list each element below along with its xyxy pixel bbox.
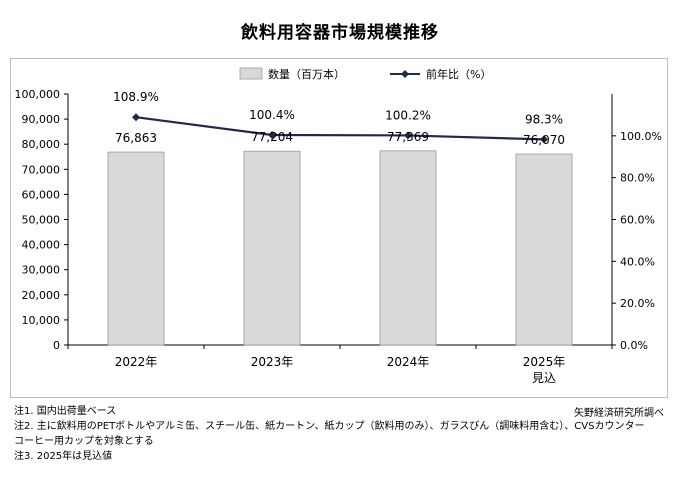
y-left-tick-label: 90,000: [22, 113, 61, 126]
chart-frame: [10, 58, 668, 398]
legend-bar-swatch: [239, 67, 263, 80]
y-left-tick-label: 10,000: [22, 314, 61, 327]
y-left-tick-label: 20,000: [22, 289, 61, 302]
y-right-tick-label: 40.0%: [620, 255, 655, 268]
legend-line-label: 前年比（%）: [426, 67, 491, 81]
y-right-tick-label: 80.0%: [620, 172, 655, 185]
y-left-tick-label: 60,000: [22, 188, 61, 201]
footnote-1: 注1. 国内出荷量ベース: [14, 406, 117, 417]
bar: [243, 150, 301, 346]
bar-value-label: 77,204: [251, 130, 293, 144]
growth-value-label: 100.2%: [385, 108, 431, 122]
y-right-tick-label: 20.0%: [620, 297, 655, 310]
bar-value-label: 76,863: [115, 131, 157, 145]
growth-marker: [404, 131, 412, 140]
bar-value-label: 77,369: [387, 130, 429, 144]
chart-title: 飲料用容器市場規模推移: [241, 23, 439, 43]
growth-value-label: 98.3%: [525, 112, 563, 126]
growth-marker: [540, 135, 548, 144]
bar: [107, 151, 165, 346]
x-tick-sublabel: 見込: [532, 371, 556, 385]
y-right-tick-label: 100.0%: [620, 130, 662, 143]
x-tick-label: 2025年: [523, 355, 566, 369]
legend-line-marker: [401, 70, 409, 78]
x-tick-label: 2023年: [251, 355, 294, 369]
bar: [515, 153, 573, 346]
growth-value-label: 108.9%: [113, 90, 159, 104]
footnote-3: 注3. 2025年は見込値: [14, 451, 113, 462]
y-right-tick-label: 0.0%: [620, 339, 648, 352]
growth-marker: [132, 113, 140, 122]
growth-line: [135, 116, 545, 141]
growth-value-label: 100.4%: [249, 108, 295, 122]
footnote-2: 注2. 主に飲料用のPETボトルやアルミ缶、スチール缶、紙カートン、紙カップ（飲…: [14, 421, 645, 432]
y-left-tick-label: 70,000: [22, 163, 61, 176]
x-tick-label: 2022年: [115, 355, 158, 369]
footnote-2-cont: コーヒー用カップを対象とする: [14, 436, 154, 447]
y-left-tick-label: 30,000: [22, 264, 61, 277]
legend-bar-label: 数量（百万本）: [268, 67, 345, 81]
source-note: 矢野経済研究所調べ: [574, 408, 664, 419]
bar-value-label: 76,070: [523, 133, 565, 147]
y-left-tick-label: 100,000: [15, 88, 61, 101]
growth-marker: [268, 130, 276, 139]
y-left-tick-label: 40,000: [22, 239, 61, 252]
y-left-tick-label: 80,000: [22, 138, 61, 151]
y-left-tick-label: 50,000: [22, 214, 61, 227]
footnotes: 注1. 国内出荷量ベース 注2. 主に飲料用のPETボトルやアルミ缶、スチール缶…: [14, 404, 644, 464]
x-tick-label: 2024年: [387, 355, 430, 369]
bar: [379, 150, 437, 346]
y-left-tick-label: 0: [53, 339, 60, 352]
y-right-tick-label: 60.0%: [620, 214, 655, 227]
